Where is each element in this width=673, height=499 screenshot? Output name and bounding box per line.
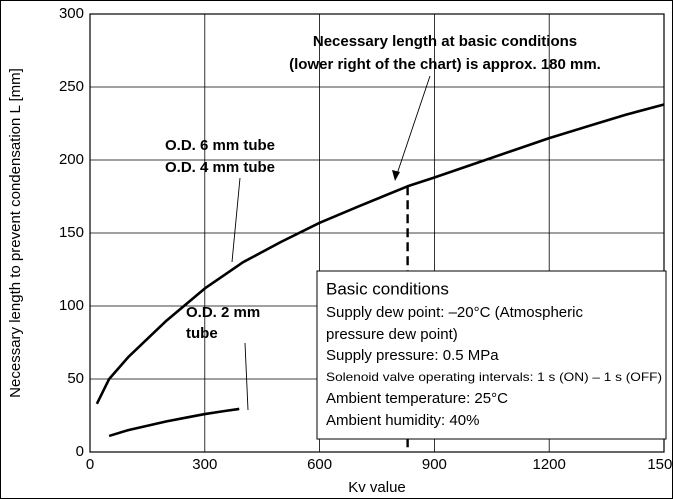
annotation-leader xyxy=(396,75,431,175)
arrow-head xyxy=(392,170,400,181)
condition-line: pressure dew point) xyxy=(326,326,458,343)
condition-line: Supply pressure: 0.5 MPa xyxy=(326,347,499,364)
series-line xyxy=(108,407,240,438)
x-tick-label: 0 xyxy=(86,456,94,473)
y-tick-label: 100 xyxy=(59,297,84,314)
y-tick-label: 200 xyxy=(59,151,84,168)
series-label: O.D. 2 mm xyxy=(186,304,260,321)
condition-line: Ambient humidity: 40% xyxy=(326,412,479,429)
condition-line: Solenoid valve operating intervals: 1 s … xyxy=(326,370,662,384)
x-axis-label: Kv value xyxy=(348,479,406,496)
x-tick-label: 1200 xyxy=(533,456,566,473)
y-tick-label: 50 xyxy=(67,370,84,387)
series-label: O.D. 6 mm tube xyxy=(165,137,275,154)
series-line xyxy=(95,103,665,405)
series-label: O.D. 4 mm tube xyxy=(165,159,275,176)
y-tick-label: 250 xyxy=(59,78,84,95)
y-tick-label: 0 xyxy=(76,443,84,460)
conditions-title: Basic conditions xyxy=(326,279,449,298)
condition-line: Ambient temperature: 25°C xyxy=(326,390,508,407)
x-tick-label: 600 xyxy=(307,456,332,473)
leader-line xyxy=(244,342,249,411)
annotation: Necessary length at basic conditions xyxy=(313,33,577,50)
y-tick-label: 150 xyxy=(59,224,84,241)
condition-line: Supply dew point: –20°C (Atmospheric xyxy=(326,304,583,321)
y-tick-label: 300 xyxy=(59,5,84,22)
x-tick-label: 300 xyxy=(192,456,217,473)
x-tick-label: 900 xyxy=(422,456,447,473)
series-label: tube xyxy=(186,325,218,342)
y-axis-label: Necessary length to prevent condensation… xyxy=(7,68,24,398)
plot-frame xyxy=(89,13,665,453)
leader-line xyxy=(231,177,241,263)
x-tick-label: 1500 xyxy=(647,456,673,473)
conditions-box xyxy=(316,270,667,440)
annotation: (lower right of the chart) is approx. 18… xyxy=(289,56,601,73)
